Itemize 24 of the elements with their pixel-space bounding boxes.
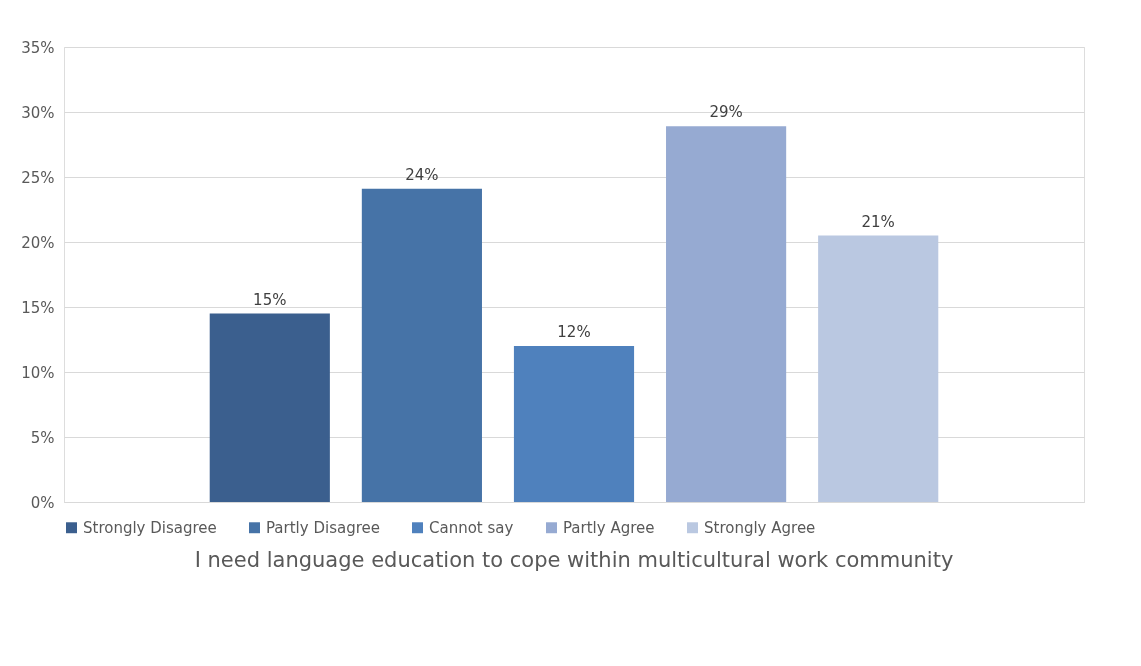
data-label: 21% bbox=[861, 212, 895, 231]
data-label: 24% bbox=[405, 165, 439, 184]
text: I need language education to cope within multicultural work community bbox=[194, 548, 954, 572]
bar bbox=[209, 313, 330, 502]
y-tick-label: 25% bbox=[21, 168, 55, 187]
data-label: 15% bbox=[253, 290, 287, 309]
y-tick-label: 10% bbox=[21, 363, 55, 382]
bar bbox=[361, 188, 482, 502]
y-tick-label: 30% bbox=[21, 103, 55, 122]
y-tick-label: 15% bbox=[21, 298, 55, 317]
data-label: 12% bbox=[557, 323, 591, 341]
data-label: 29% bbox=[709, 103, 743, 122]
y-tick-label: 5% bbox=[30, 428, 55, 447]
legend-label: Partly Disagree bbox=[266, 518, 380, 537]
y-tick-label: 0% bbox=[30, 493, 55, 512]
y-tick-label: 20% bbox=[21, 233, 55, 252]
legend-label: Strongly Agree bbox=[704, 518, 816, 537]
bar bbox=[818, 235, 939, 502]
y-tick-label: 35% bbox=[21, 38, 55, 57]
bar bbox=[513, 346, 635, 502]
legend-label: Strongly Disagree bbox=[83, 518, 217, 537]
legend-label: Cannot say bbox=[429, 518, 514, 537]
legend-label: Partly Agree bbox=[563, 518, 655, 537]
bar bbox=[666, 126, 787, 502]
